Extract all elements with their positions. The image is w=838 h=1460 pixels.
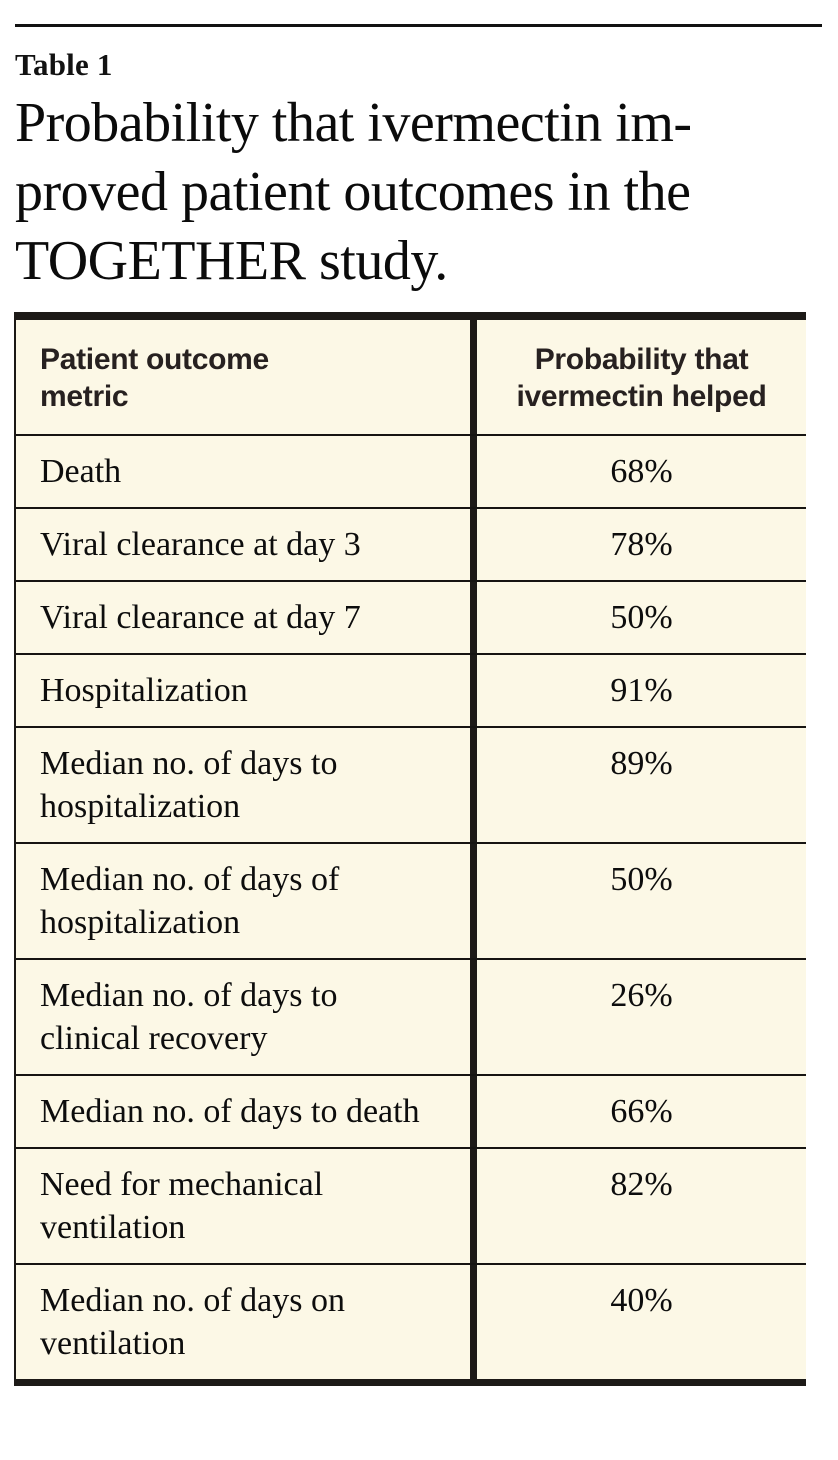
header-metric-line-1: Patient outcome [40, 343, 269, 376]
metric-cell: Hospitalization [40, 672, 248, 709]
metric-cell: Median no. of days to hospitalization [40, 745, 338, 825]
table-row-viral-clearance-day-3: Viral clearance at day 3 78% [16, 509, 806, 582]
value-cell: 50% [610, 599, 673, 636]
metric-cell: Median no. of days on ventilation [40, 1282, 346, 1362]
metric-cell: Need for mechanical ventilation [40, 1166, 324, 1246]
column-divider [470, 1076, 477, 1147]
column-divider [470, 844, 477, 958]
value-cell: 50% [610, 861, 673, 898]
metric-cell: Viral clearance at day 7 [40, 599, 361, 636]
value-cell: 68% [610, 453, 673, 490]
column-divider [470, 436, 477, 507]
table-row-days-to-clinical-recovery: Median no. of days to clinical recovery … [16, 960, 806, 1076]
header-metric-line-2: metric [40, 380, 129, 413]
table-row-days-to-death: Median no. of days to death 66% [16, 1076, 806, 1149]
table-top-border [14, 312, 806, 320]
table-title: Probability that ivermectin im- proved p… [15, 89, 838, 296]
table-row-mechanical-ventilation: Need for mechanical ventilation 82% [16, 1149, 806, 1265]
table-title-line-3: TOGETHER study. [15, 230, 448, 292]
header-probability-line-2: ivermectin helped [516, 380, 767, 413]
table-row-days-to-hospitalization: Median no. of days to hospitalization 89… [16, 728, 806, 844]
header-cell-probability: Probability that ivermectin helped [477, 320, 806, 434]
value-cell: 40% [610, 1282, 673, 1319]
table-row-death: Death 68% [16, 436, 806, 509]
table-title-line-1: Probability that ivermectin im- [15, 92, 692, 154]
top-rule [15, 24, 822, 27]
outcomes-table: Patient outcome metric Probability that … [14, 312, 806, 1386]
table-row-days-on-ventilation: Median no. of days on ventilation 40% [16, 1265, 806, 1379]
column-divider [470, 728, 477, 842]
table-row-days-of-hospitalization: Median no. of days of hospitalization 50… [16, 844, 806, 960]
column-divider [470, 1149, 477, 1263]
metric-cell: Median no. of days of hospitalization [40, 861, 340, 941]
column-divider [470, 582, 477, 653]
table-title-line-2: proved patient outcomes in the [15, 161, 691, 223]
metric-cell: Viral clearance at day 3 [40, 526, 361, 563]
metric-cell: Death [40, 453, 122, 490]
table-row-viral-clearance-day-7: Viral clearance at day 7 50% [16, 582, 806, 655]
value-cell: 26% [610, 977, 673, 1014]
value-cell: 82% [610, 1166, 673, 1203]
value-cell: 89% [610, 745, 673, 782]
column-divider [470, 960, 477, 1074]
table-row-hospitalization: Hospitalization 91% [16, 655, 806, 728]
table-kicker: Table 1 [15, 47, 113, 82]
table-bottom-border [14, 1379, 806, 1386]
value-cell: 91% [610, 672, 673, 709]
column-divider [470, 320, 477, 434]
metric-cell: Median no. of days to clinical recovery [40, 977, 338, 1057]
metric-cell: Median no. of days to death [40, 1093, 420, 1130]
header-cell-metric: Patient outcome metric [16, 320, 470, 434]
column-divider [470, 655, 477, 726]
column-divider [470, 1265, 477, 1379]
header-probability-line-1: Probability that [534, 343, 749, 376]
table-body: Patient outcome metric Probability that … [14, 320, 806, 1379]
column-divider [470, 509, 477, 580]
table-header-row: Patient outcome metric Probability that … [16, 320, 806, 436]
value-cell: 66% [610, 1093, 673, 1130]
value-cell: 78% [610, 526, 673, 563]
